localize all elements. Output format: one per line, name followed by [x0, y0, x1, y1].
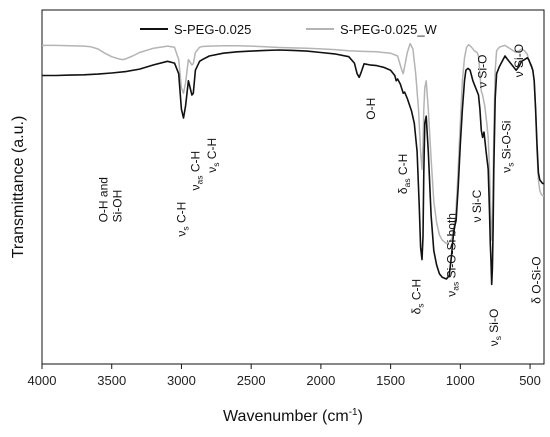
series-line-s-peg-w [42, 42, 544, 245]
legend-label-s-peg: S-PEG-0.025 [174, 22, 251, 37]
x-tick-label: 500 [519, 373, 541, 388]
annotation-text: νs Si-O [487, 309, 503, 347]
x-ticks: 4000 3500 3000 2500 2000 1500 1000 500 [28, 364, 541, 388]
x-tick-label: 2000 [306, 373, 335, 388]
series-line-s-peg [42, 49, 544, 286]
annotation-text: νas C-H [188, 151, 204, 191]
annotation-text: νs C-H [174, 202, 190, 237]
annotation-v-sic: ν Si-C [470, 189, 484, 222]
x-tick-label: 4000 [28, 373, 57, 388]
legend: S-PEG-0.025 S-PEG-0.025_W [140, 22, 438, 37]
annotation-v-sio: ν Si-O [476, 55, 490, 88]
annotation-text: δ O-Si-O [529, 256, 543, 303]
annotation-line: Si-OH [111, 190, 125, 223]
annotation-vs-sio: νs Si-O [487, 309, 503, 347]
series-lines [42, 42, 544, 286]
annotation-text: δas C-H [396, 154, 412, 194]
x-tick-label: 3000 [167, 373, 196, 388]
plot-frame [41, 9, 545, 365]
annotation-line: O-H and [97, 177, 111, 222]
annotation-ds-ch: δs C-H [409, 279, 425, 315]
annotation-vas-ch: νas C-H [188, 151, 204, 191]
annotation-text: νs Si-O-Si [500, 121, 516, 173]
annotation-vas-siosi: νas Si-O-Si both [444, 213, 460, 297]
annotation-oh-sioh: O-H and Si-OH [97, 177, 125, 222]
legend-label-s-peg-w: S-PEG-0.025_W [340, 22, 438, 37]
annotation-vs-ch: νs C-H [174, 202, 190, 237]
annotation-text: νas Si-O-Si both [444, 213, 460, 297]
annotation-text: ν Si-C [470, 189, 484, 222]
x-tick-label: 3500 [97, 373, 126, 388]
annotation-das-ch: δas C-H [396, 154, 412, 194]
x-axis-title: Wavenumber (cm-1) [223, 407, 363, 425]
annotation-text: ν Si-O [512, 44, 526, 77]
annotation-text: O-H [364, 98, 378, 120]
annotation-vs-siosi: νs Si-O-Si [500, 121, 516, 173]
annotation-d-siosi: δ O-Si-O [529, 256, 543, 303]
annotation-text: ν Si-O [476, 55, 490, 88]
annotation-vs-ch-2: νs C-H [205, 138, 221, 173]
annotation-v-sio-2: ν Si-O [512, 44, 526, 77]
annotation-oh: O-H [364, 98, 378, 120]
y-axis-title: Transmittance (a.u.) [10, 116, 27, 259]
x-tick-label: 1000 [446, 373, 475, 388]
x-tick-label: 2500 [237, 373, 266, 388]
x-tick-label: 1500 [376, 373, 405, 388]
annotation-text: δs C-H [409, 279, 425, 315]
annotation-text: νs C-H [205, 138, 221, 173]
